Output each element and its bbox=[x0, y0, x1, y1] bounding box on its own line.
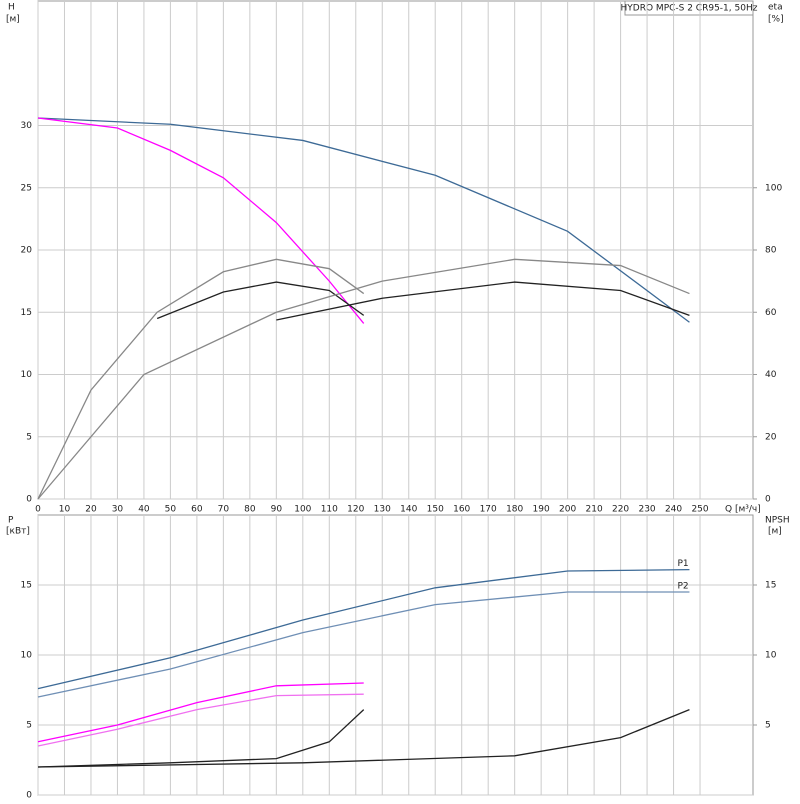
x-tick-label: 200 bbox=[559, 505, 576, 515]
x-tick-label: 150 bbox=[427, 505, 444, 515]
y2-tick-label: 100 bbox=[765, 183, 782, 193]
curve bbox=[37, 258, 365, 500]
x-tick-label: 230 bbox=[638, 505, 655, 515]
y-tick-label: 10 bbox=[21, 651, 33, 661]
x-tick-label: 80 bbox=[244, 505, 256, 515]
y2-label: eta bbox=[768, 3, 783, 13]
y-tick-label: 5 bbox=[26, 721, 32, 731]
y2-tick-label: 15 bbox=[765, 581, 776, 591]
y-tick-label: 20 bbox=[21, 246, 33, 256]
y-tick-label: 0 bbox=[26, 791, 32, 801]
curve bbox=[37, 258, 690, 500]
x-tick-label: 120 bbox=[347, 505, 364, 515]
curve bbox=[37, 693, 364, 747]
x-tick-label: 190 bbox=[533, 505, 550, 515]
y-tick-label: 15 bbox=[21, 308, 32, 318]
x-tick-label: 20 bbox=[85, 505, 97, 515]
y-tick-label: 15 bbox=[21, 581, 32, 591]
y2-tick-label: 0 bbox=[765, 495, 771, 505]
curve-label: P2 bbox=[677, 582, 688, 592]
x-tick-label: 40 bbox=[138, 505, 150, 515]
y-tick-label: 10 bbox=[21, 370, 33, 380]
x-tick-label: 110 bbox=[321, 505, 338, 515]
x-tick-label: 240 bbox=[665, 505, 682, 515]
curve bbox=[276, 281, 690, 321]
x-label: Q [м³/ч] bbox=[725, 505, 761, 515]
x-tick-label: 70 bbox=[218, 505, 230, 515]
y2-label: NPSH bbox=[765, 516, 790, 526]
x-tick-label: 180 bbox=[506, 505, 523, 515]
x-tick-label: 90 bbox=[271, 505, 283, 515]
chart-title: HYDRO MPC-S 2 CR95-1, 50Hz bbox=[621, 4, 758, 14]
y2-tick-label: 60 bbox=[765, 308, 777, 318]
x-tick-label: 250 bbox=[691, 505, 708, 515]
y2-tick-label: 10 bbox=[765, 651, 777, 661]
x-tick-label: 0 bbox=[35, 505, 41, 515]
title-box bbox=[624, 0, 754, 16]
curve-label: P1 bbox=[677, 559, 688, 569]
x-tick-label: 210 bbox=[586, 505, 603, 515]
x-tick-label: 170 bbox=[480, 505, 497, 515]
y-unit: [кВт] bbox=[6, 527, 30, 537]
y-label: P bbox=[8, 516, 14, 526]
x-tick-label: 10 bbox=[59, 505, 71, 515]
y2-tick-label: 20 bbox=[765, 432, 777, 442]
y-tick-label: 0 bbox=[26, 495, 32, 505]
curve bbox=[37, 591, 690, 698]
curve bbox=[37, 117, 690, 323]
x-tick-label: 30 bbox=[112, 505, 124, 515]
curve bbox=[37, 568, 690, 690]
x-tick-label: 220 bbox=[612, 505, 629, 515]
y2-tick-label: 5 bbox=[765, 721, 771, 731]
curve bbox=[37, 709, 365, 768]
x-tick-label: 160 bbox=[453, 505, 470, 515]
y-tick-label: 25 bbox=[21, 183, 32, 193]
x-tick-label: 60 bbox=[191, 505, 203, 515]
y2-unit: [%] bbox=[768, 15, 784, 25]
x-tick-label: 130 bbox=[374, 505, 391, 515]
y2-unit: [м] bbox=[768, 527, 782, 537]
x-tick-label: 100 bbox=[294, 505, 311, 515]
y2-tick-label: 80 bbox=[765, 246, 777, 256]
curve bbox=[156, 281, 365, 320]
y2-tick-label: 40 bbox=[765, 370, 777, 380]
y-label: H bbox=[8, 3, 15, 13]
x-tick-label: 140 bbox=[400, 505, 417, 515]
y-tick-label: 30 bbox=[21, 121, 33, 131]
y-unit: [м] bbox=[6, 15, 20, 25]
x-tick-label: 50 bbox=[165, 505, 177, 515]
curve bbox=[37, 117, 365, 324]
y-tick-label: 5 bbox=[26, 432, 32, 442]
curve bbox=[37, 682, 364, 743]
curve bbox=[37, 708, 690, 768]
